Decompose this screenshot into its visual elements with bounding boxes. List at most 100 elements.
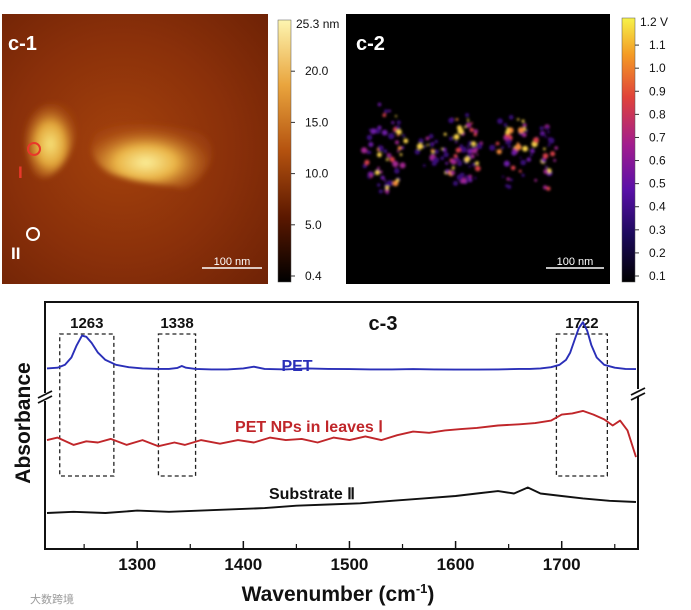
signal-speckle [466, 119, 470, 122]
series-label-pet-nps: PET NPs in leaves Ⅰ [235, 419, 383, 436]
signal-speckle [473, 132, 478, 137]
signal-speckle [456, 174, 463, 181]
colorbar-c1-tick-label: 15.0 [305, 115, 329, 129]
signal-speckle [392, 160, 399, 168]
afm-image [2, 14, 268, 284]
marker-i: I [18, 142, 41, 182]
colorbar-c2-tick-label: 0.3 [649, 223, 666, 237]
signal-speckle [384, 188, 390, 194]
signal-speckle [548, 137, 555, 144]
highlight-band [555, 333, 608, 477]
signal-speckle [450, 170, 456, 176]
signal-speckle [368, 142, 374, 147]
signal-speckle [445, 161, 449, 165]
signal-speckle [376, 183, 381, 187]
colorbar-c2-tick-label: 0.5 [649, 177, 666, 191]
signal-speckle [511, 150, 517, 156]
signal-speckle [361, 147, 368, 154]
signal-speckle [425, 136, 430, 141]
signal-speckle [394, 168, 400, 174]
signal-speckle [364, 159, 370, 165]
signal-speckle [402, 134, 406, 138]
signal-speckle [460, 146, 467, 153]
signal-speckle [426, 143, 429, 146]
signal-speckle [465, 160, 468, 163]
signal-speckle [395, 140, 399, 145]
signal-speckle [522, 145, 528, 152]
signal-speckle [547, 143, 551, 147]
signal-speckle [367, 174, 371, 179]
signal-speckle [543, 185, 548, 190]
signal-speckle [508, 115, 514, 120]
signal-speckle [431, 150, 435, 154]
signal-speckle [397, 150, 400, 153]
signal-speckle [396, 134, 400, 137]
signal-speckle [366, 134, 373, 141]
signal-speckle [382, 113, 387, 117]
signal-speckle [553, 159, 557, 162]
signal-speckle [544, 135, 548, 138]
series-line [46, 409, 637, 458]
signal-speckle [384, 109, 388, 114]
signal-speckle [383, 149, 388, 154]
colorbar-c2-tick-label: 0.4 [649, 200, 666, 214]
signal-speckle [464, 125, 467, 129]
signal-speckle [434, 139, 438, 143]
signal-speckle [418, 138, 424, 144]
signal-speckle [519, 156, 522, 159]
signal-speckle [545, 126, 549, 130]
signal-speckle [381, 129, 388, 136]
signal-speckle [431, 142, 435, 145]
signal-speckle [522, 132, 527, 138]
marker-ii-label: II [11, 244, 20, 263]
signal-speckle [453, 134, 460, 140]
watermark: 大数跨境 [30, 592, 74, 606]
x-tick-label: 1600 [437, 555, 475, 574]
series-label-substrate: Substrate Ⅱ [269, 486, 355, 503]
signal-speckle [443, 132, 447, 136]
signal-speckle [455, 147, 461, 153]
signal-speckle [474, 176, 477, 180]
signal-speckle [457, 158, 460, 161]
signal-speckle [396, 120, 401, 125]
colorbar-c2-max: 1.2 V [640, 15, 668, 29]
signal-speckle [469, 127, 474, 133]
signal-speckle [423, 145, 426, 148]
x-tick-label: 1500 [331, 555, 369, 574]
colorbar-c1-max: 25.3 nm [296, 17, 339, 31]
signal-speckle [530, 148, 535, 154]
signal-speckle [396, 125, 401, 130]
series-line [46, 486, 637, 514]
signal-speckle [399, 153, 403, 156]
axis-break-left [37, 390, 54, 404]
signal-speckle [383, 179, 386, 182]
signal-speckle [388, 109, 391, 113]
signal-speckle [449, 136, 454, 141]
highlight-band [59, 333, 115, 477]
signal-speckle [476, 143, 483, 150]
signal-speckle [395, 115, 397, 118]
marker-i-label: I [18, 163, 23, 182]
signal-speckle [414, 149, 421, 155]
signal-speckle [377, 102, 382, 107]
signal-speckle [509, 178, 513, 182]
signal-speckle [374, 127, 381, 134]
colorbar-c2-tick-label: 0.9 [649, 84, 666, 98]
signal-speckle [454, 158, 458, 162]
signal-speckle [506, 127, 510, 131]
signal-speckle [505, 129, 510, 135]
x-tick-label: 1400 [224, 555, 262, 574]
signal-speckle [399, 162, 406, 169]
signal-speckle [533, 137, 539, 144]
colorbar-c1: 25.3 nm 20.0 15.0 10.0 5.0 0.4 [277, 17, 339, 283]
signal-speckle [471, 146, 475, 150]
panel-label-c2: c-2 [356, 33, 385, 55]
panel-label-c1: c-1 [8, 33, 37, 55]
signal-speckle [506, 177, 510, 181]
colorbar-c2-tick-label: 0.8 [649, 107, 666, 121]
colorbar-c2: 1.2 V 1.1 1.0 0.9 0.8 0.7 0.6 0.5 0.4 0.3 0.2 0.1 [621, 15, 668, 283]
colorbar-c2-tick-label: 0.6 [649, 154, 666, 168]
signal-speckle [539, 126, 544, 131]
signal-speckle [471, 141, 476, 147]
signal-speckle [380, 175, 385, 180]
